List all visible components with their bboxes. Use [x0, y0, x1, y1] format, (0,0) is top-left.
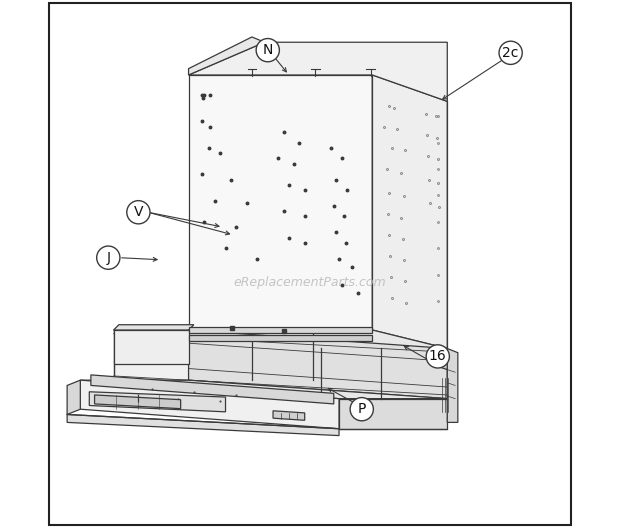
Polygon shape [67, 414, 339, 436]
Polygon shape [113, 330, 188, 364]
Polygon shape [113, 330, 188, 380]
Polygon shape [339, 399, 447, 429]
Circle shape [426, 345, 450, 368]
Text: N: N [263, 43, 273, 57]
Circle shape [350, 398, 373, 421]
Polygon shape [273, 411, 304, 420]
Circle shape [97, 246, 120, 269]
Polygon shape [81, 380, 339, 429]
Polygon shape [188, 330, 447, 399]
Polygon shape [440, 359, 447, 370]
Polygon shape [67, 380, 81, 414]
Polygon shape [188, 327, 372, 333]
Polygon shape [113, 330, 447, 348]
Polygon shape [447, 348, 458, 422]
Text: P: P [358, 402, 366, 416]
Polygon shape [188, 37, 265, 75]
Polygon shape [113, 325, 194, 330]
Text: V: V [134, 205, 143, 219]
Circle shape [256, 39, 280, 62]
Polygon shape [89, 392, 226, 412]
Circle shape [499, 41, 522, 64]
Polygon shape [188, 75, 372, 330]
Text: 2c: 2c [502, 46, 519, 60]
Polygon shape [372, 75, 447, 348]
Polygon shape [81, 380, 447, 399]
Text: J: J [106, 251, 110, 265]
Polygon shape [91, 375, 334, 404]
Polygon shape [188, 42, 447, 101]
Polygon shape [188, 335, 372, 341]
Text: eReplacementParts.com: eReplacementParts.com [234, 276, 386, 289]
Polygon shape [95, 395, 180, 409]
Circle shape [126, 201, 150, 224]
Text: 16: 16 [429, 350, 446, 363]
